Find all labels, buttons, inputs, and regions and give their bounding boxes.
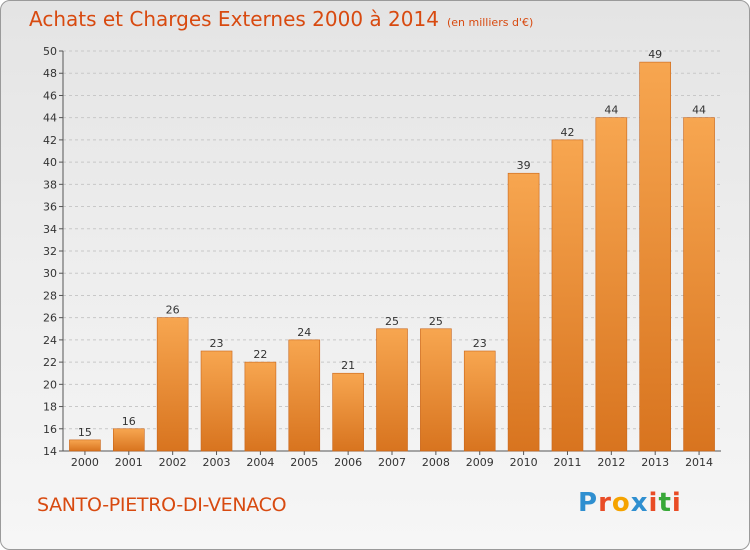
bar-2014 <box>683 117 715 452</box>
y-tick-label: 48 <box>43 67 57 80</box>
y-tick-label: 30 <box>43 267 57 280</box>
y-tick-label: 44 <box>43 112 57 125</box>
bar-2010 <box>507 172 540 452</box>
data-label-2008: 25 <box>429 315 443 328</box>
x-tick-label: 2009 <box>466 456 494 469</box>
x-tick-label: 2004 <box>246 456 274 469</box>
bar-2002 <box>156 317 189 452</box>
y-tick-label: 50 <box>43 45 57 58</box>
y-tick-label: 34 <box>43 223 57 236</box>
bar-2012 <box>595 117 628 452</box>
data-label-2010: 39 <box>517 159 531 172</box>
logo-letter: P <box>578 488 599 518</box>
y-tick-label: 36 <box>43 201 57 214</box>
data-label-2012: 44 <box>604 104 618 117</box>
bar-2001 <box>113 428 145 452</box>
bar-2000 <box>69 439 101 452</box>
data-label-2011: 42 <box>560 126 574 139</box>
logo-letter: i <box>648 488 659 518</box>
x-tick-label: 2008 <box>422 456 450 469</box>
data-label-2002: 26 <box>166 304 180 317</box>
x-tick-label: 2005 <box>290 456 318 469</box>
bar-2006 <box>332 372 364 452</box>
y-tick-label: 38 <box>43 178 57 191</box>
x-tick-label: 2006 <box>334 456 362 469</box>
x-tick-label: 2000 <box>71 456 99 469</box>
data-label-2007: 25 <box>385 315 399 328</box>
bar-2013 <box>639 61 672 452</box>
chart-title-text: Achats et Charges Externes 2000 à 2014 <box>29 7 439 31</box>
commune-name: SANTO-PIETRO-DI-VENACO <box>37 494 287 516</box>
logo-letter: o <box>611 488 631 518</box>
x-tick-label: 2011 <box>553 456 581 469</box>
y-tick-label: 42 <box>43 134 57 147</box>
data-label-2000: 15 <box>78 426 92 439</box>
x-tick-label: 2003 <box>203 456 231 469</box>
logo-letter: t <box>658 488 672 518</box>
proxiti-logo: Proxiti <box>578 488 682 518</box>
y-tick-label: 18 <box>43 401 57 414</box>
data-label-2001: 16 <box>122 415 136 428</box>
data-label-2013: 49 <box>648 48 662 61</box>
logo-letter: r <box>598 488 612 518</box>
y-tick-label: 28 <box>43 289 57 302</box>
data-label-2004: 22 <box>253 348 267 361</box>
x-tick-label: 2012 <box>597 456 625 469</box>
bar-2005 <box>288 339 321 452</box>
data-label-2009: 23 <box>473 337 487 350</box>
data-label-2005: 24 <box>297 326 311 339</box>
bar-2007 <box>376 328 408 452</box>
y-tick-label: 22 <box>43 356 57 369</box>
y-tick-label: 40 <box>43 156 57 169</box>
x-tick-label: 2014 <box>685 456 713 469</box>
x-tick-label: 2001 <box>115 456 143 469</box>
logo-letter: i <box>671 488 682 518</box>
data-label-2014: 44 <box>692 104 706 117</box>
data-label-2006: 21 <box>341 359 355 372</box>
data-label-2003: 23 <box>210 337 224 350</box>
x-tick-label: 2010 <box>510 456 538 469</box>
chart-title: Achats et Charges Externes 2000 à 2014 (e… <box>29 7 533 31</box>
y-tick-label: 26 <box>43 312 57 325</box>
y-tick-label: 14 <box>43 445 57 458</box>
y-tick-label: 46 <box>43 89 57 102</box>
chart-unit: (en milliers d'€) <box>446 16 534 29</box>
x-tick-label: 2007 <box>378 456 406 469</box>
x-tick-label: 2013 <box>641 456 669 469</box>
y-tick-label: 24 <box>43 334 57 347</box>
bar-2011 <box>551 139 584 452</box>
bar-2004 <box>244 361 277 452</box>
bar-2003 <box>200 350 233 452</box>
y-tick-label: 16 <box>43 423 57 436</box>
y-tick-label: 20 <box>43 378 57 391</box>
logo-letter: x <box>630 488 649 518</box>
labels: 14 16 18 20 22 24 26 28 30 32 34 36 38 40 42 44 46 48 50 15… <box>43 45 713 469</box>
bar-2008 <box>420 328 452 452</box>
bars <box>69 61 715 452</box>
bar-2009 <box>463 350 496 452</box>
y-tick-label: 32 <box>43 245 57 258</box>
x-tick-label: 2002 <box>159 456 187 469</box>
